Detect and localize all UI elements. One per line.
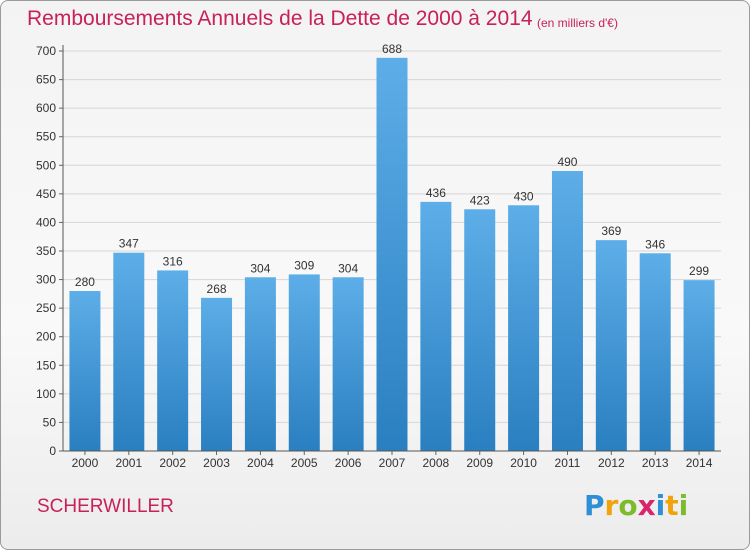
y-tick-label: 700 [36,44,56,58]
x-tick-label: 2011 [555,456,581,470]
y-tick-label: 500 [36,158,56,172]
y-tick-label: 450 [36,187,56,201]
data-label: 369 [601,224,621,238]
x-tick-label: 2007 [379,456,406,470]
x-tick-label: 2009 [466,456,493,470]
data-label: 423 [470,193,490,207]
bar-2002 [157,270,189,451]
y-tick-label: 50 [43,415,57,429]
labels: 0 50 100 150 200 250 300 350 400 450 500 550 600 650 7… [36,42,713,470]
chart-title: Remboursements Annuels de la Dette de 20… [27,7,533,30]
x-tick-label: 2010 [510,456,537,470]
y-tick-label: 0 [49,444,56,458]
y-tick-label: 400 [36,215,56,229]
data-label: 347 [119,237,139,251]
data-label: 304 [338,261,358,275]
data-label: 346 [645,237,665,251]
x-tick-label: 2001 [115,456,142,470]
bar-2001 [113,252,145,451]
bar-2009 [464,209,496,451]
bar-2013 [639,253,671,451]
y-tick-label: 250 [36,301,56,315]
y-tick-label: 200 [36,330,56,344]
bar-2012 [595,240,627,451]
data-label: 688 [382,42,402,56]
bar-2007 [376,57,408,451]
data-label: 280 [75,275,95,289]
chart-unit: (en milliers d'€) [537,16,618,30]
bar-2005 [288,274,320,451]
axes [59,45,721,455]
commune-name: SCHERWILLER [37,496,174,517]
logo-letter: x [637,489,656,522]
logo-letter: i [655,489,666,522]
x-tick-label: 2012 [598,456,625,470]
y-tick-label: 300 [36,273,56,287]
bar-2000 [69,291,101,451]
data-label: 490 [557,155,577,169]
bars [69,57,715,451]
bar-2003 [201,297,233,451]
data-label: 430 [514,189,534,203]
logo-letter: i [678,489,689,522]
bar-2010 [508,205,540,451]
y-tick-label: 350 [36,244,56,258]
x-tick-label: 2004 [247,456,274,470]
data-label: 309 [294,258,314,272]
x-tick-label: 2014 [686,456,713,470]
data-label: 268 [207,282,227,296]
bar-2006 [332,277,364,451]
x-tick-label: 2005 [291,456,318,470]
y-tick-label: 550 [36,130,56,144]
data-label: 436 [426,186,446,200]
x-tick-label: 2013 [642,456,669,470]
bar-2011 [551,171,583,451]
data-label: 316 [163,254,183,268]
data-label: 304 [250,261,270,275]
y-tick-label: 600 [36,101,56,115]
x-tick-label: 2006 [335,456,362,470]
bar-2008 [420,201,452,451]
x-tick-label: 2002 [159,456,186,470]
logo-letter: P [584,489,605,522]
bar-2014 [683,280,715,451]
y-tick-label: 100 [36,387,56,401]
logo-letter: o [618,489,638,522]
y-tick-label: 650 [36,73,56,87]
y-tick-label: 150 [36,358,56,372]
x-tick-label: 2000 [72,456,99,470]
data-label: 299 [689,264,709,278]
logo-letter: t [665,489,679,522]
x-tick-label: 2003 [203,456,230,470]
proxiti-logo[interactable]: Proxiti [584,489,688,522]
logo-letter: r [604,489,619,522]
bar-2004 [244,277,276,451]
x-tick-label: 2008 [423,456,450,470]
